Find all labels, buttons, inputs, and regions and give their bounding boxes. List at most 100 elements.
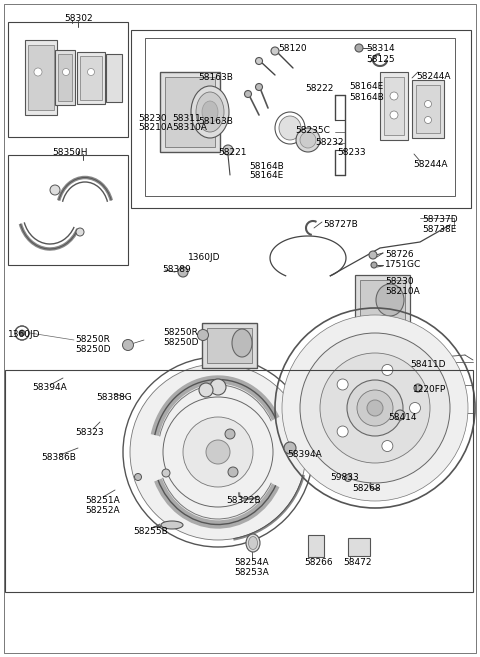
Bar (80, 56, 102, 100)
Bar (28, 45, 54, 110)
Bar (58, 54, 72, 101)
Circle shape (206, 440, 230, 464)
Text: 58254A: 58254A (234, 558, 269, 567)
Circle shape (345, 474, 351, 482)
Text: 58310A: 58310A (172, 123, 207, 132)
Ellipse shape (196, 92, 224, 132)
Circle shape (20, 330, 24, 336)
Text: 58411D: 58411D (410, 360, 445, 369)
Circle shape (244, 91, 252, 97)
Circle shape (300, 333, 450, 483)
Text: 58252A: 58252A (85, 506, 120, 515)
Text: 58210A: 58210A (138, 123, 173, 132)
Bar (416, 85, 440, 133)
Circle shape (62, 68, 70, 76)
Text: 58394A: 58394A (287, 450, 322, 459)
Ellipse shape (300, 132, 316, 148)
Text: 58386B: 58386B (41, 453, 76, 462)
Bar (8, 155, 128, 265)
Ellipse shape (376, 284, 404, 316)
Text: 58350H: 58350H (52, 148, 87, 157)
Circle shape (382, 441, 393, 451)
Text: 58163B: 58163B (198, 117, 233, 126)
Circle shape (284, 442, 296, 454)
Bar (360, 280, 405, 320)
Text: 58394A: 58394A (32, 383, 67, 392)
Ellipse shape (249, 537, 257, 549)
Bar (380, 72, 408, 140)
Circle shape (337, 426, 348, 437)
Text: 58737D: 58737D (422, 215, 457, 224)
Text: 58302: 58302 (64, 14, 93, 23)
Ellipse shape (279, 116, 301, 140)
Circle shape (382, 365, 393, 375)
Text: 58323: 58323 (75, 428, 104, 437)
Bar (355, 275, 410, 325)
Text: 58388G: 58388G (96, 393, 132, 402)
Ellipse shape (246, 534, 260, 552)
Circle shape (76, 228, 84, 236)
Ellipse shape (296, 128, 320, 152)
Text: 58221: 58221 (218, 148, 247, 157)
Ellipse shape (232, 329, 252, 357)
Bar (8, 22, 128, 137)
Bar (165, 77, 215, 147)
Circle shape (347, 380, 403, 436)
Text: 58253A: 58253A (234, 568, 269, 577)
Text: 1220FP: 1220FP (413, 385, 446, 394)
Text: 58210A: 58210A (385, 287, 420, 296)
Text: 58314: 58314 (366, 44, 395, 53)
Bar (308, 535, 324, 557)
Text: 58250R: 58250R (163, 328, 198, 337)
Text: 58389: 58389 (162, 265, 191, 274)
Text: 58255B: 58255B (133, 527, 168, 536)
Text: 58125: 58125 (366, 55, 395, 64)
Bar (207, 328, 252, 363)
Bar (131, 30, 471, 208)
Circle shape (199, 383, 213, 397)
Text: 58164E: 58164E (249, 171, 283, 180)
Circle shape (271, 47, 279, 55)
Circle shape (255, 83, 263, 91)
Text: 58233: 58233 (337, 148, 366, 157)
Circle shape (210, 379, 226, 395)
Text: 58251A: 58251A (85, 496, 120, 505)
Text: 58164B: 58164B (349, 93, 384, 102)
Ellipse shape (191, 86, 229, 138)
Text: 1360JD: 1360JD (188, 253, 220, 262)
Text: 58726: 58726 (385, 250, 414, 259)
Bar (55, 50, 75, 105)
Text: 58268: 58268 (352, 484, 381, 493)
Text: 58322B: 58322B (226, 496, 261, 505)
Text: 58230: 58230 (385, 277, 414, 286)
Bar (348, 538, 370, 556)
Circle shape (223, 145, 233, 155)
Circle shape (282, 315, 468, 501)
Circle shape (337, 379, 348, 390)
Text: 58311: 58311 (172, 114, 201, 123)
Bar (5, 370, 473, 592)
Circle shape (390, 92, 398, 100)
Bar (145, 38, 455, 196)
Circle shape (367, 400, 383, 416)
Circle shape (122, 340, 133, 350)
Text: 1360JD: 1360JD (8, 330, 40, 339)
Bar (25, 40, 57, 115)
Circle shape (409, 403, 420, 413)
Circle shape (162, 469, 170, 477)
Circle shape (395, 410, 405, 420)
Circle shape (197, 330, 208, 340)
Text: 58738E: 58738E (422, 225, 456, 234)
Circle shape (355, 44, 363, 52)
Text: 58244A: 58244A (413, 160, 447, 169)
Ellipse shape (202, 101, 218, 123)
Circle shape (371, 262, 377, 268)
Text: 58472: 58472 (343, 558, 372, 567)
Bar (384, 77, 404, 135)
Text: 58164E: 58164E (349, 82, 383, 91)
Circle shape (34, 68, 42, 76)
Text: 58120: 58120 (278, 44, 307, 53)
Text: 58266: 58266 (304, 558, 333, 567)
Ellipse shape (161, 521, 183, 529)
Text: 58250R: 58250R (75, 335, 110, 344)
